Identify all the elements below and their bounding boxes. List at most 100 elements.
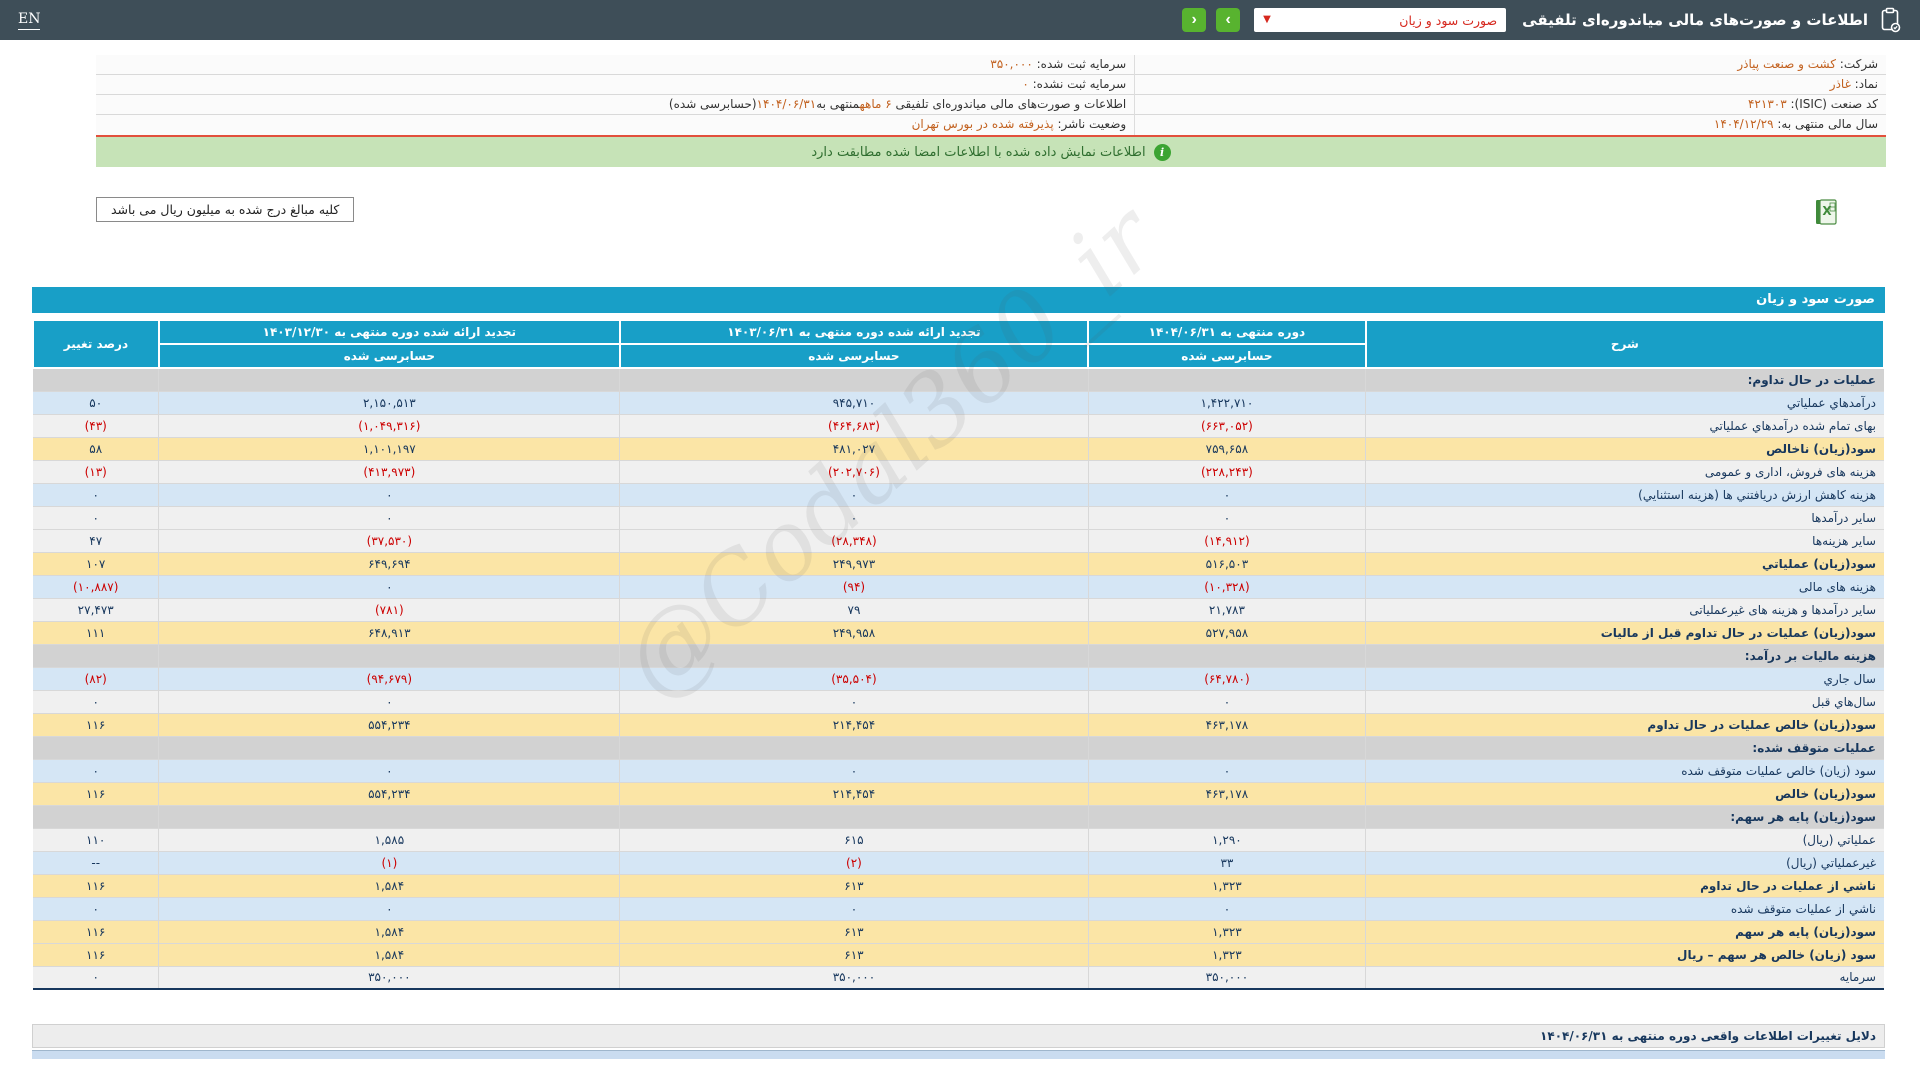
empty-cell xyxy=(620,644,1088,667)
value-cell: ۰ xyxy=(620,483,1088,506)
empty-cell xyxy=(1088,644,1366,667)
empty-cell xyxy=(620,736,1088,759)
row-description: سایر هزینه‌ها xyxy=(1366,529,1884,552)
value-cell: (۲۲۸,۲۴۳) xyxy=(1088,460,1366,483)
value-cell: ۵۸ xyxy=(33,437,159,460)
value-cell: ۱,۵۸۴ xyxy=(159,943,620,966)
info-value: ۶ ماهه xyxy=(860,97,892,111)
value-cell: ۱,۵۸۵ xyxy=(159,828,620,851)
empty-cell xyxy=(33,805,159,828)
value-cell: (۲۸,۳۴۸) xyxy=(620,529,1088,552)
info-row: اطلاعات و صورت‌های مالی میاندوره‌ای تلفی… xyxy=(96,95,1134,115)
info-label: نماد: xyxy=(1851,77,1878,91)
row-description: سود(زیان) عملیاتي xyxy=(1366,552,1884,575)
value-cell: ۱۱۶ xyxy=(33,782,159,805)
row-description: سود(زیان) خالص xyxy=(1366,782,1884,805)
value-cell: (۱۳) xyxy=(33,460,159,483)
row-description: ناشي از عملیات متوقف شده xyxy=(1366,897,1884,920)
next-statement-button[interactable]: › xyxy=(1216,8,1240,32)
value-cell: ۳۵۰,۰۰۰ xyxy=(620,966,1088,989)
value-cell: ۰ xyxy=(159,483,620,506)
value-cell: ۶۱۳ xyxy=(620,943,1088,966)
page-title: اطلاعات و صورت‌های مالی میاندوره‌ای تلفی… xyxy=(1522,11,1868,29)
empty-cell xyxy=(33,368,159,391)
info-row: شرکت: کشت و صنعت پیاذر xyxy=(1135,55,1886,75)
changes-reason-bar: دلایل تغییرات اطلاعات واقعی دوره منتهی ب… xyxy=(32,1024,1885,1048)
statement-data-row: سود(زیان) عملیات در حال تداوم قبل از مال… xyxy=(33,621,1884,644)
value-cell: ۰ xyxy=(33,690,159,713)
info-icon: i xyxy=(1154,144,1171,161)
statement-data-row: سود(زیان) خالص۴۶۳,۱۷۸۲۱۴,۴۵۴۵۵۴,۲۳۴۱۱۶ xyxy=(33,782,1884,805)
statement-data-row: درآمدهاي عملیاتي۱,۴۲۲,۷۱۰۹۴۵,۷۱۰۲,۱۵۰,۵۱… xyxy=(33,391,1884,414)
topbar-right-group: اطلاعات و صورت‌های مالی میاندوره‌ای تلفی… xyxy=(1182,7,1902,33)
value-cell: (۲۰۲,۷۰۶) xyxy=(620,460,1088,483)
value-cell: ۱,۴۲۲,۷۱۰ xyxy=(1088,391,1366,414)
value-cell: ۲۴۹,۹۷۳ xyxy=(620,552,1088,575)
row-description: هزینه های مالی xyxy=(1366,575,1884,598)
row-description: سود (زیان) خالص هر سهم – ریال xyxy=(1366,943,1884,966)
info-row: سرمایه ثبت شده: ۳۵۰,۰۰۰ xyxy=(96,55,1134,75)
value-cell: ۱۱۰ xyxy=(33,828,159,851)
excel-export-icon[interactable]: X xyxy=(1812,197,1840,231)
value-cell: ۶۱۳ xyxy=(620,874,1088,897)
row-description: سود (زیان) خالص عملیات متوقف شده xyxy=(1366,759,1884,782)
value-cell: (۹۴,۶۷۹) xyxy=(159,667,620,690)
company-info-right-column: شرکت: کشت و صنعت پیاذر نماد: غاذر کد صنعت … xyxy=(1134,55,1886,135)
signature-match-text: اطلاعات نمایش داده شده با اطلاعات امضا ش… xyxy=(811,145,1145,160)
value-cell: ۱,۲۹۰ xyxy=(1088,828,1366,851)
value-cell: ۰ xyxy=(159,690,620,713)
value-cell: ۱,۵۸۴ xyxy=(159,920,620,943)
statement-data-row: غیرعملیاتي (ریال)۳۳(۲)(۱)-- xyxy=(33,851,1884,874)
chevron-down-icon: ▼ xyxy=(1263,15,1271,25)
info-value: غاذر xyxy=(1830,77,1851,91)
value-cell: (۱۴,۹۱۲) xyxy=(1088,529,1366,552)
empty-cell xyxy=(1088,368,1366,391)
value-cell: ۴۶۳,۱۷۸ xyxy=(1088,713,1366,736)
statement-data-row: عملیاتي (ریال)۱,۲۹۰۶۱۵۱,۵۸۵۱۱۰ xyxy=(33,828,1884,851)
value-cell: (۱) xyxy=(159,851,620,874)
statement-section-row: عملیات متوقف شده: xyxy=(33,736,1884,759)
value-cell: ۰ xyxy=(1088,506,1366,529)
prev-statement-button[interactable]: ‹ xyxy=(1182,8,1206,32)
topbar: اطلاعات و صورت‌های مالی میاندوره‌ای تلفی… xyxy=(0,0,1920,40)
value-cell: ۴۷ xyxy=(33,529,159,552)
value-cell: ۵۵۴,۲۳۴ xyxy=(159,713,620,736)
info-row: سرمایه ثبت نشده: ۰ xyxy=(96,75,1134,95)
info-label: کد صنعت (ISIC): xyxy=(1787,97,1878,111)
value-cell: ۷۵۹,۶۵۸ xyxy=(1088,437,1366,460)
footer-strip xyxy=(32,1050,1885,1059)
value-cell: ۱۱۶ xyxy=(33,920,159,943)
value-cell: ۲,۱۵۰,۵۱۳ xyxy=(159,391,620,414)
value-cell: ۵۲۷,۹۵۸ xyxy=(1088,621,1366,644)
value-cell: ۱۱۶ xyxy=(33,874,159,897)
info-value: ۱۴۰۴/۱۲/۲۹ xyxy=(1714,117,1774,131)
value-cell: ۵۵۴,۲۳۴ xyxy=(159,782,620,805)
value-cell: -- xyxy=(33,851,159,874)
info-row: وضعیت ناشر: پذیرفته شده در بورس تهران xyxy=(96,115,1134,135)
value-cell: ۱۱۶ xyxy=(33,943,159,966)
value-cell: (۱,۰۴۹,۳۱۶) xyxy=(159,414,620,437)
value-cell: ۶۴۸,۹۱۳ xyxy=(159,621,620,644)
row-description: سایر درآمدها xyxy=(1366,506,1884,529)
value-cell: ۹۴۵,۷۱۰ xyxy=(620,391,1088,414)
statement-data-row: سود (زیان) خالص عملیات متوقف شده۰۰۰۰ xyxy=(33,759,1884,782)
statement-data-row: سال‌هاي قبل۰۰۰۰ xyxy=(33,690,1884,713)
info-row: کد صنعت (ISIC): ۴۲۱۳۰۳ xyxy=(1135,95,1886,115)
value-cell: ۶۱۵ xyxy=(620,828,1088,851)
value-cell: ۰ xyxy=(620,690,1088,713)
value-cell: ۳۳ xyxy=(1088,851,1366,874)
value-cell: ۰ xyxy=(620,759,1088,782)
value-cell: ۳۵۰,۰۰۰ xyxy=(159,966,620,989)
statement-data-row: سایر درآمدها و هزینه های غیرعملیاتی۲۱,۷۸… xyxy=(33,598,1884,621)
statement-section-row: عملیات در حال تداوم: xyxy=(33,368,1884,391)
row-description: سود(زیان) عملیات در حال تداوم قبل از مال… xyxy=(1366,621,1884,644)
column-header-period-current: دوره منتهی به ۱۴۰۴/۰۶/۳۱ xyxy=(1088,320,1366,344)
info-row: سال مالی منتهی به: ۱۴۰۴/۱۲/۲۹ xyxy=(1135,115,1886,135)
info-label: سرمایه ثبت نشده: xyxy=(1029,77,1126,91)
value-cell: ۴۶۳,۱۷۸ xyxy=(1088,782,1366,805)
statement-section-row: سود(زیان) پایه هر سهم: xyxy=(33,805,1884,828)
language-toggle[interactable]: EN xyxy=(18,11,40,30)
value-cell: (۶۴,۷۸۰) xyxy=(1088,667,1366,690)
statement-select-value: صورت سود و زیان xyxy=(1399,13,1497,28)
statement-select[interactable]: صورت سود و زیان ▼ xyxy=(1254,8,1506,32)
